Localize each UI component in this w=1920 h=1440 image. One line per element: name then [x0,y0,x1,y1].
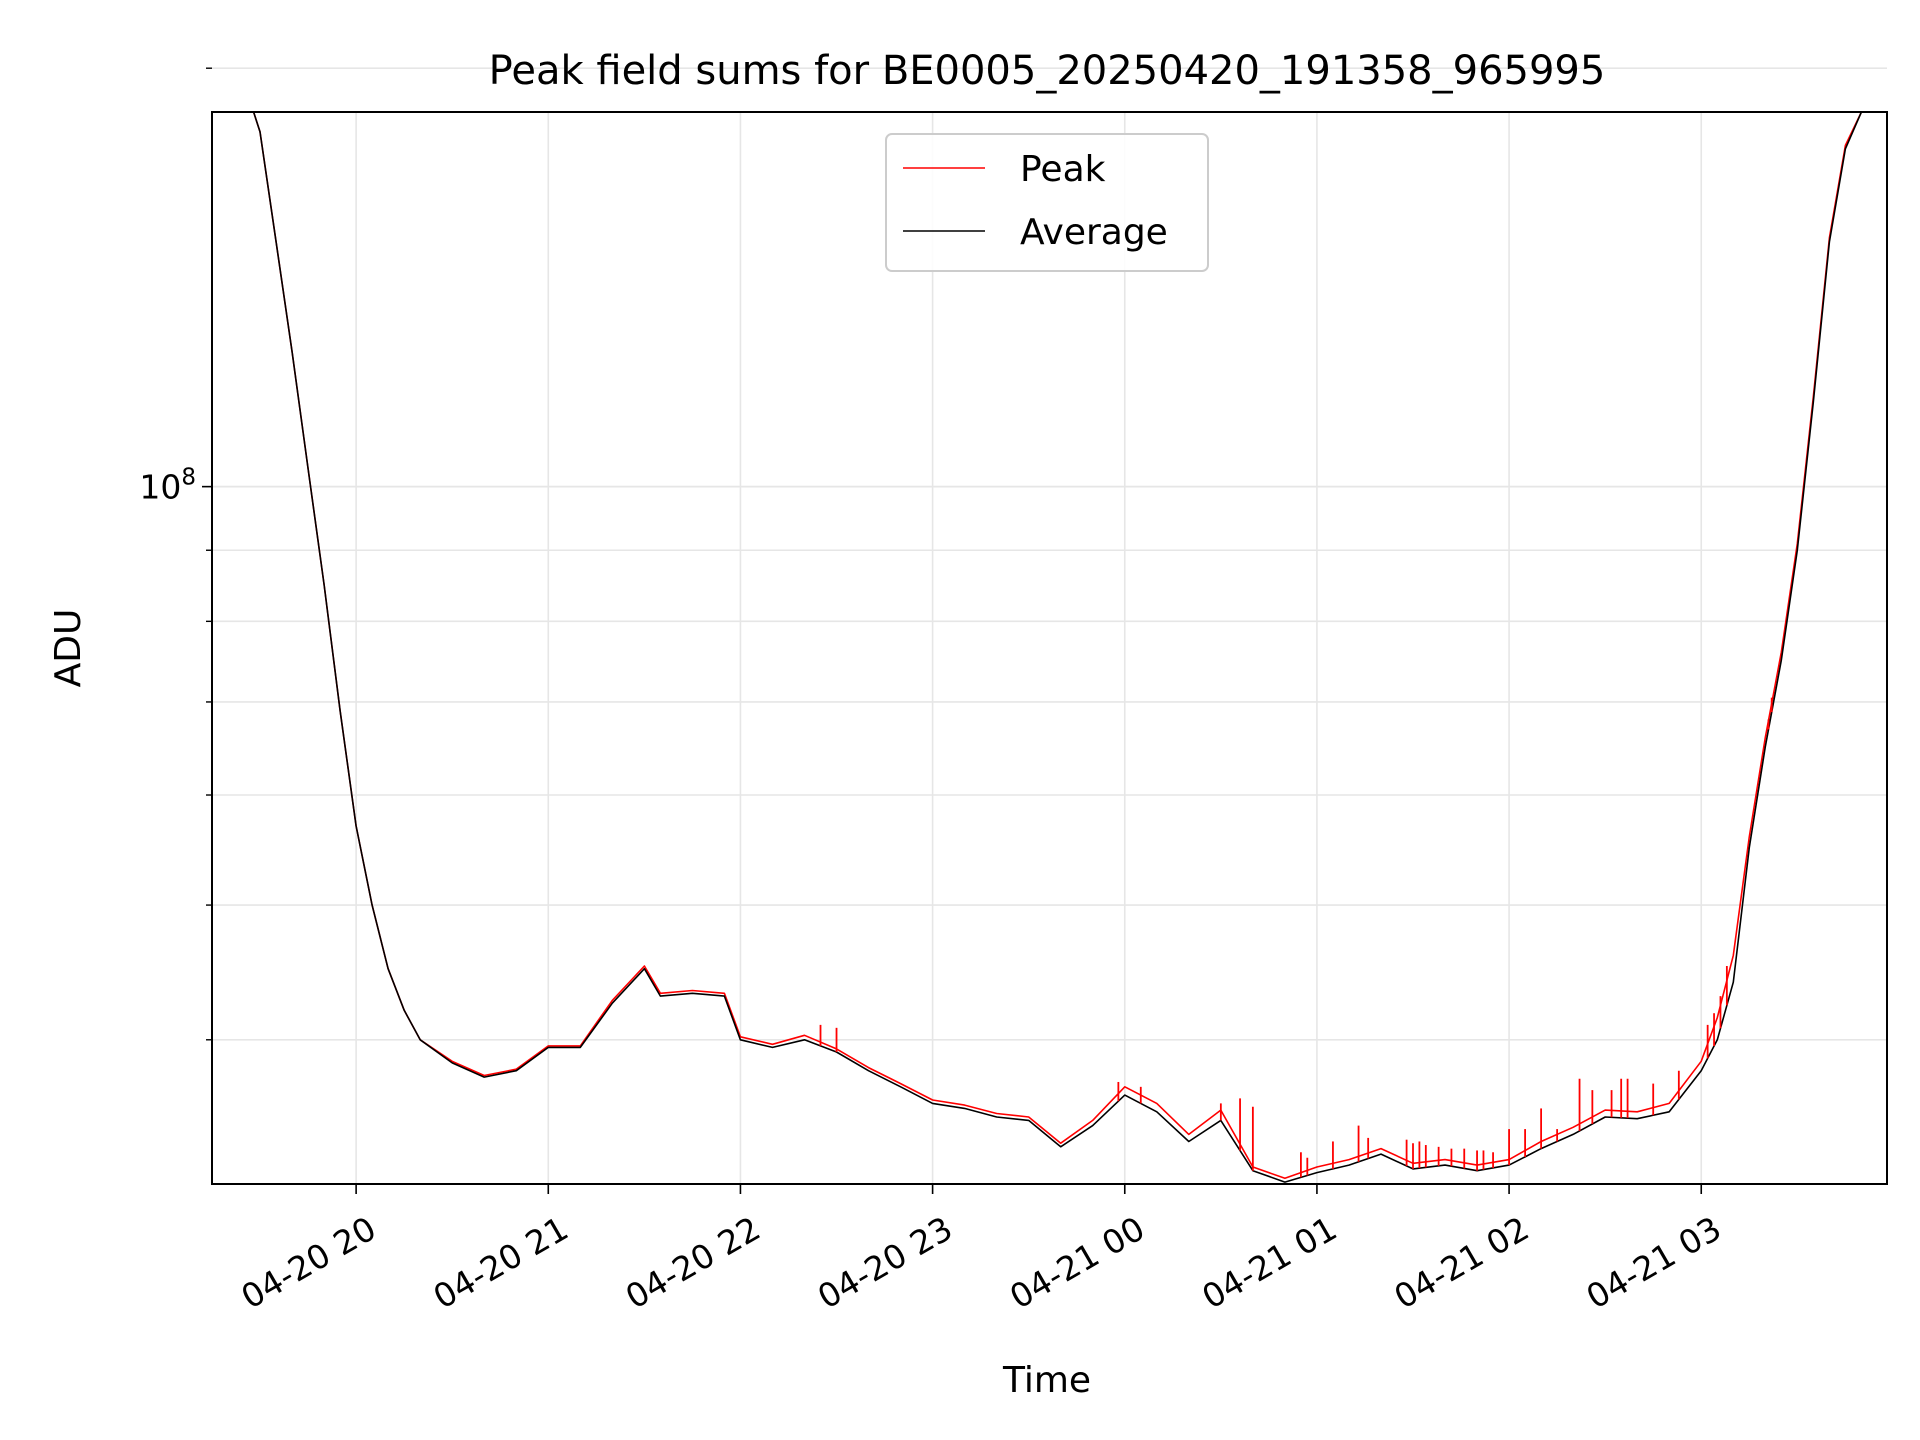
legend-label-peak: Peak [1020,149,1106,190]
y-tick-base: 10 [139,468,181,507]
legend-label-average: Average [1020,212,1168,253]
series-layer [252,112,1871,1183]
x-axis-label: Time [1002,1360,1091,1401]
grid [212,67,1887,1184]
y-tick-exponent: 8 [181,465,196,491]
plot-frame [211,111,1888,1185]
y-tick-label: 108 [139,465,196,507]
chart-title: Peak field sums for BE0005_20250420_1913… [489,48,1606,94]
series-line-average [252,112,1871,1183]
y-axis-label: ADU [48,609,89,688]
legend: Peak Average [885,133,1209,272]
